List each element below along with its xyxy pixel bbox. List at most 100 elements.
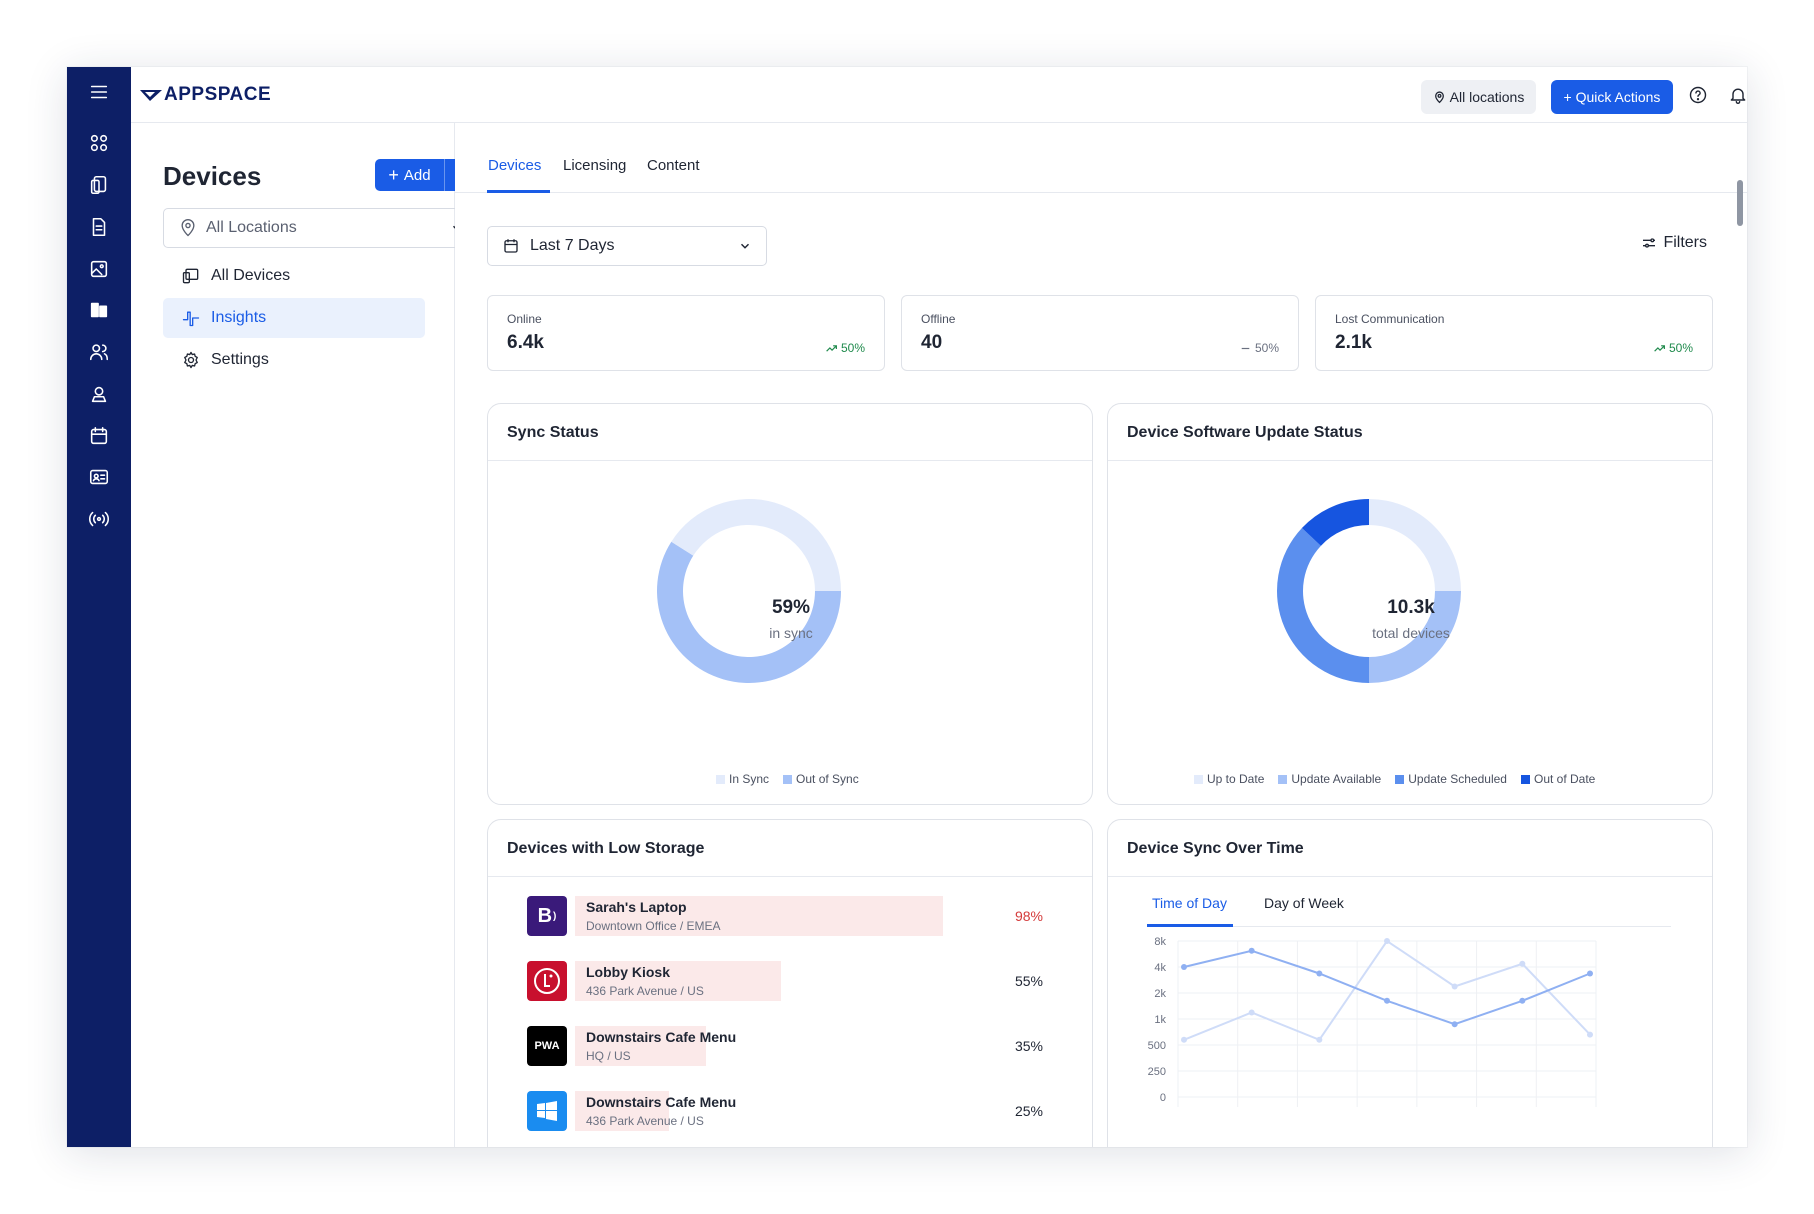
menu-icon[interactable] [87,80,111,104]
user-badge-icon[interactable] [87,382,111,406]
update-status-card: Device Software Update Status 10.3k tota… [1107,403,1713,805]
data-point [1384,938,1390,944]
stat-value: 6.4k [507,332,544,353]
brand-logo[interactable]: APPSPACE [140,84,271,106]
storage-row[interactable]: B) Sarah's Laptop Downtown Office / EMEA [527,896,967,936]
storage-percent: 98% [1014,908,1043,924]
dashboard-icon[interactable] [87,131,111,155]
storage-bar [575,961,781,1001]
subtab-day-of-week[interactable]: Day of Week [1264,895,1344,911]
y-tick-label: 250 [1148,1066,1166,1078]
devices-sidebar: Devices + Add All Locations All Devices … [131,123,479,1147]
update-status-donut [1277,499,1461,683]
devices-icon[interactable] [87,173,111,197]
stat-label: Online [507,312,542,326]
stat-card-online[interactable]: Online 6.4k 50% [487,295,885,371]
app-window: APPSPACE All locations + Quick Actions D… [67,67,1747,1147]
calendar-icon [504,239,518,253]
storage-row[interactable]: PWA Downstairs Cafe Menu HQ / US [527,1026,967,1066]
tab-devices[interactable]: Devices [488,157,542,174]
id-card-icon[interactable] [87,465,111,489]
subtab-divider [1147,926,1671,927]
legend-label: Up to Date [1207,772,1265,786]
add-button-label: Add [403,166,431,184]
divider [488,876,1092,877]
filters-button[interactable]: Filters [1641,234,1707,252]
help-icon[interactable] [1687,84,1709,106]
windows-icon [527,1091,567,1131]
legend-item: In Sync [716,772,769,786]
stat-change-value: 50% [1668,341,1693,355]
date-range-select[interactable]: Last 7 Days [487,226,767,266]
legend-label: Out of Date [1533,772,1596,786]
storage-bar [575,1026,706,1066]
legend-swatch [1520,775,1530,784]
stat-value: 40 [921,332,943,353]
card-title: Sync Status [507,424,599,441]
data-point [1519,997,1526,1004]
donut-slice-update-scheduled [1277,528,1369,683]
stat-card-offline[interactable]: Offline 40 50% [901,295,1299,371]
notifications-bell-icon[interactable] [1727,84,1747,106]
stat-label: Offline [921,312,956,326]
donut-center-label: total devices [1372,625,1450,641]
location-select[interactable]: All Locations [163,208,479,248]
scrollbar-thumb[interactable] [1737,180,1743,226]
main-content: Devices Licensing Content Last 7 Days Fi… [455,123,1747,1147]
trend-up-icon [826,344,837,352]
chart-legend: Up to Date Update Available Update Sched… [1194,772,1595,786]
trend-up-icon [1654,344,1665,352]
tab-licensing[interactable]: Licensing [563,157,627,174]
calendar-icon[interactable] [87,424,111,448]
all-locations-label: All locations [1449,89,1525,105]
card-title: Devices with Low Storage [507,840,705,857]
device-logo-icon: B) [527,896,567,936]
device-name: Downstairs Cafe Menu [586,1094,737,1110]
legend-item: Out of Sync [783,772,859,786]
storage-percent: 55% [1014,973,1043,989]
icon-rail [67,67,131,1147]
image-icon[interactable] [87,257,111,281]
device-location: Downtown Office / EMEA [586,919,721,933]
legend-label: Update Available [1291,772,1382,786]
document-icon[interactable] [87,215,111,239]
legend-label: In Sync [729,772,770,786]
tab-content[interactable]: Content [647,157,700,174]
storage-row[interactable]: Lobby Kiosk 436 Park Avenue / US [527,961,967,1001]
data-point [1587,1031,1593,1038]
broadcast-icon[interactable] [87,507,111,531]
quick-actions-button[interactable]: + Quick Actions [1551,80,1673,114]
data-point [1248,947,1255,954]
legend-item: Update Scheduled [1395,772,1507,786]
nav-item-insights[interactable]: Insights [163,298,425,338]
subtab-time-of-day[interactable]: Time of Day [1152,895,1227,911]
low-storage-card: Devices with Low Storage B) Sarah's Lapt… [487,819,1093,1147]
data-point [1451,983,1458,990]
stat-change-value: 50% [1254,341,1279,355]
legend-label: Out of Sync [796,772,859,786]
nav-item-settings[interactable]: Settings [163,340,425,380]
nav-item-all-devices[interactable]: All Devices [163,256,425,296]
sync-status-card: Sync Status 59% in sync In Sync Out of S… [487,403,1093,805]
logo-mark-icon [140,90,162,101]
donut-slice-update-available [1369,591,1461,683]
storage-row[interactable]: Downstairs Cafe Menu 436 Park Avenue / U… [527,1091,967,1131]
y-tick-label: 8k [1154,936,1166,948]
insights-icon[interactable] [87,298,111,322]
storage-percent: 25% [1014,1103,1043,1119]
lg-logo-icon [527,961,567,1001]
stat-change: 50% [1653,341,1693,355]
sync-status-donut [657,499,841,683]
all-locations-button[interactable]: All locations [1421,80,1536,114]
stat-card-lost-communication[interactable]: Lost Communication 2.1k 50% [1315,295,1713,371]
plus-icon: + [388,165,399,185]
card-title: Device Sync Over Time [1127,840,1304,857]
legend-swatch [783,775,793,784]
location-select-value: All Locations [206,219,297,236]
users-icon[interactable] [87,340,111,364]
device-name: Lobby Kiosk [586,964,671,980]
nav-item-label: Insights [211,309,267,326]
data-point [1181,1036,1187,1043]
storage-bar [575,1091,669,1131]
add-button[interactable]: + Add [375,159,445,191]
